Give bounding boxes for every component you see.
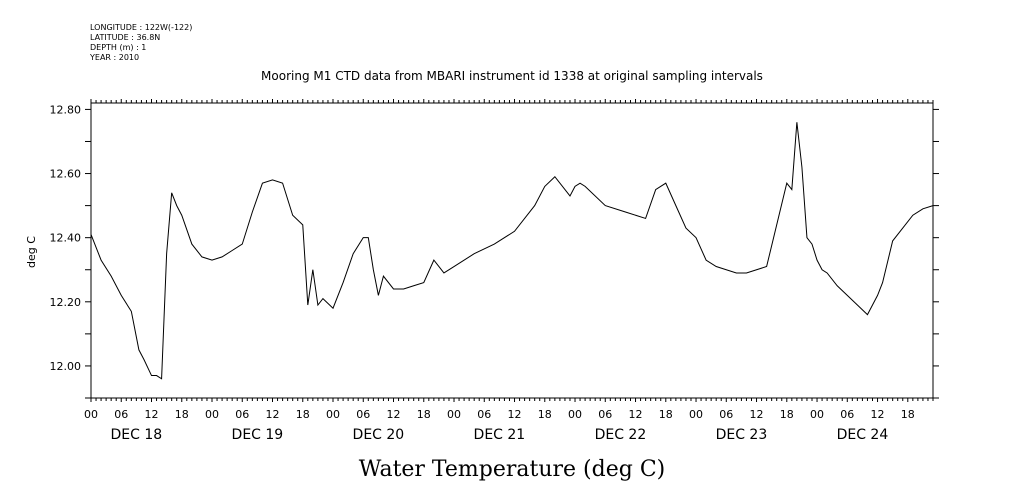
x-hour-label: 18	[417, 408, 431, 421]
x-hour-label: 12	[629, 408, 643, 421]
y-tick-label: 12.40	[50, 232, 82, 245]
x-hour-label: 00	[326, 408, 340, 421]
header-info: LONGITUDE : 122W(-122) LATITUDE : 36.8N …	[89, 23, 192, 62]
series-line-0	[90, 122, 934, 380]
x-hour-label: 06	[477, 408, 491, 421]
series-group	[90, 122, 934, 380]
x-hour-label: 00	[447, 408, 461, 421]
x-hour-label: 12	[508, 408, 522, 421]
header-line-2: DEPTH (m) : 1	[90, 43, 146, 52]
x-hour-label: 06	[114, 408, 128, 421]
x-day-label: DEC 23	[716, 427, 768, 443]
x-hour-label: 12	[387, 408, 401, 421]
x-axis-ticks: 00 06 12 18 DEC 18 00 06 12 18 DEC 19 00 06 12 18 DEC …	[84, 408, 915, 443]
x-hour-label: 12	[871, 408, 885, 421]
x-hour-label: 18	[538, 408, 552, 421]
x-day-label: DEC 19	[232, 427, 284, 443]
y-tick-label: 12.20	[50, 296, 82, 309]
x-hour-label: 00	[84, 408, 98, 421]
x-day-label: DEC 18	[111, 427, 163, 443]
x-hour-label: 06	[840, 408, 854, 421]
x-hour-label: 06	[598, 408, 612, 421]
y-axis-label: deg C	[25, 236, 38, 268]
header-line-3: YEAR : 2010	[89, 53, 139, 62]
x-hour-label: 00	[568, 408, 582, 421]
x-hour-label: 00	[689, 408, 703, 421]
x-axis-label: Water Temperature (deg C)	[359, 457, 666, 482]
x-hour-label: 18	[175, 408, 189, 421]
frame-ticks	[90, 99, 934, 402]
x-hour-label: 12	[750, 408, 764, 421]
chart-title: Mooring M1 CTD data from MBARI instrumen…	[261, 69, 763, 83]
y-tick-label: 12.00	[50, 360, 82, 373]
header-line-0: LONGITUDE : 122W(-122)	[90, 23, 192, 32]
y-tick-label: 12.80	[50, 103, 82, 116]
x-day-label: DEC 24	[837, 427, 889, 443]
x-hour-label: 18	[659, 408, 673, 421]
y-tick-label: 12.60	[50, 168, 82, 181]
x-hour-label: 06	[356, 408, 370, 421]
x-hour-label: 12	[145, 408, 159, 421]
y-axis-ticks: 12.00 12.20 12.40 12.60 12.80	[50, 103, 939, 399]
x-day-label: DEC 22	[595, 427, 647, 443]
x-hour-label: 06	[235, 408, 249, 421]
x-hour-label: 18	[901, 408, 915, 421]
plot-frame	[90, 102, 934, 399]
x-hour-label: 18	[296, 408, 310, 421]
x-hour-label: 12	[266, 408, 280, 421]
header-line-1: LATITUDE : 36.8N	[90, 33, 160, 42]
x-day-label: DEC 20	[353, 427, 405, 443]
x-hour-label: 06	[719, 408, 733, 421]
x-hour-label: 00	[205, 408, 219, 421]
x-day-label: DEC 21	[474, 427, 526, 443]
x-hour-label: 18	[780, 408, 794, 421]
x-hour-label: 00	[810, 408, 824, 421]
